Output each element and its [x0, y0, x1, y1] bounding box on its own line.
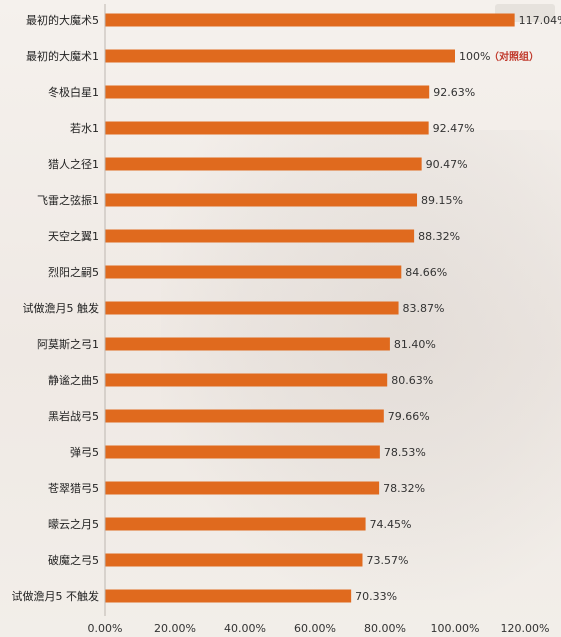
- value-label: 88.32%: [418, 230, 460, 243]
- bar: [105, 265, 402, 279]
- category-label: 试做澹月5 触发: [23, 301, 100, 315]
- bar: [105, 85, 430, 99]
- category-label: 阿莫斯之弓1: [37, 337, 99, 351]
- category-label: 曚云之月5: [48, 517, 99, 531]
- category-label: 最初的大魔术5: [26, 13, 99, 27]
- category-label: 天空之翼1: [48, 229, 99, 243]
- bar: [105, 229, 415, 243]
- x-tick-label: 80.00%: [364, 622, 406, 635]
- value-label: 79.66%: [388, 410, 430, 423]
- category-label: 弹弓5: [70, 445, 99, 459]
- bar: [105, 13, 515, 27]
- category-label: 静谧之曲5: [48, 373, 99, 387]
- x-tick-label: 20.00%: [154, 622, 196, 635]
- value-label: 92.47%: [433, 122, 475, 135]
- value-label: 81.40%: [394, 338, 436, 351]
- bar: [105, 301, 399, 315]
- x-tick-label: 60.00%: [294, 622, 336, 635]
- bar: [105, 517, 366, 531]
- bar: [105, 409, 384, 423]
- value-label: 78.32%: [383, 482, 425, 495]
- value-label: 80.63%: [391, 374, 433, 387]
- value-label: 70.33%: [355, 590, 397, 603]
- value-label: 117.04%: [519, 14, 561, 27]
- annotation-label: （对照组）: [489, 50, 539, 63]
- bar: [105, 157, 422, 171]
- value-label: 74.45%: [370, 518, 412, 531]
- bar: [105, 49, 455, 63]
- value-label: 92.63%: [433, 86, 475, 99]
- category-label: 苍翠猎弓5: [48, 481, 99, 495]
- value-label: 90.47%: [426, 158, 468, 171]
- x-tick-label: 0.00%: [88, 622, 123, 635]
- value-label: 100%: [459, 50, 490, 63]
- category-label: 破魔之弓5: [48, 553, 99, 567]
- bar: [105, 445, 380, 459]
- category-label: 烈阳之嗣5: [48, 265, 99, 279]
- bar: [105, 373, 388, 387]
- value-label: 73.57%: [366, 554, 408, 567]
- bar: [105, 193, 418, 207]
- x-tick-label: 100.00%: [431, 622, 480, 635]
- category-label: 若水1: [70, 122, 99, 135]
- value-label: 83.87%: [403, 302, 445, 315]
- x-tick-label: 120.00%: [501, 622, 550, 635]
- value-label: 78.53%: [384, 446, 426, 459]
- category-label: 猎人之径1: [48, 157, 99, 171]
- bar: [105, 589, 352, 603]
- value-label: 84.66%: [405, 266, 447, 279]
- category-label: 冬极白星1: [48, 85, 99, 99]
- category-label: 黑岩战弓5: [48, 409, 99, 423]
- x-tick-label: 40.00%: [224, 622, 266, 635]
- category-label: 试做澹月5 不触发: [12, 589, 100, 603]
- bar: [105, 553, 363, 567]
- bar: [105, 337, 390, 351]
- category-label: 飞雷之弦振1: [37, 193, 99, 207]
- bar: [105, 121, 429, 135]
- category-label: 最初的大魔术1: [26, 49, 99, 63]
- value-label: 89.15%: [421, 194, 463, 207]
- bar: [105, 481, 380, 495]
